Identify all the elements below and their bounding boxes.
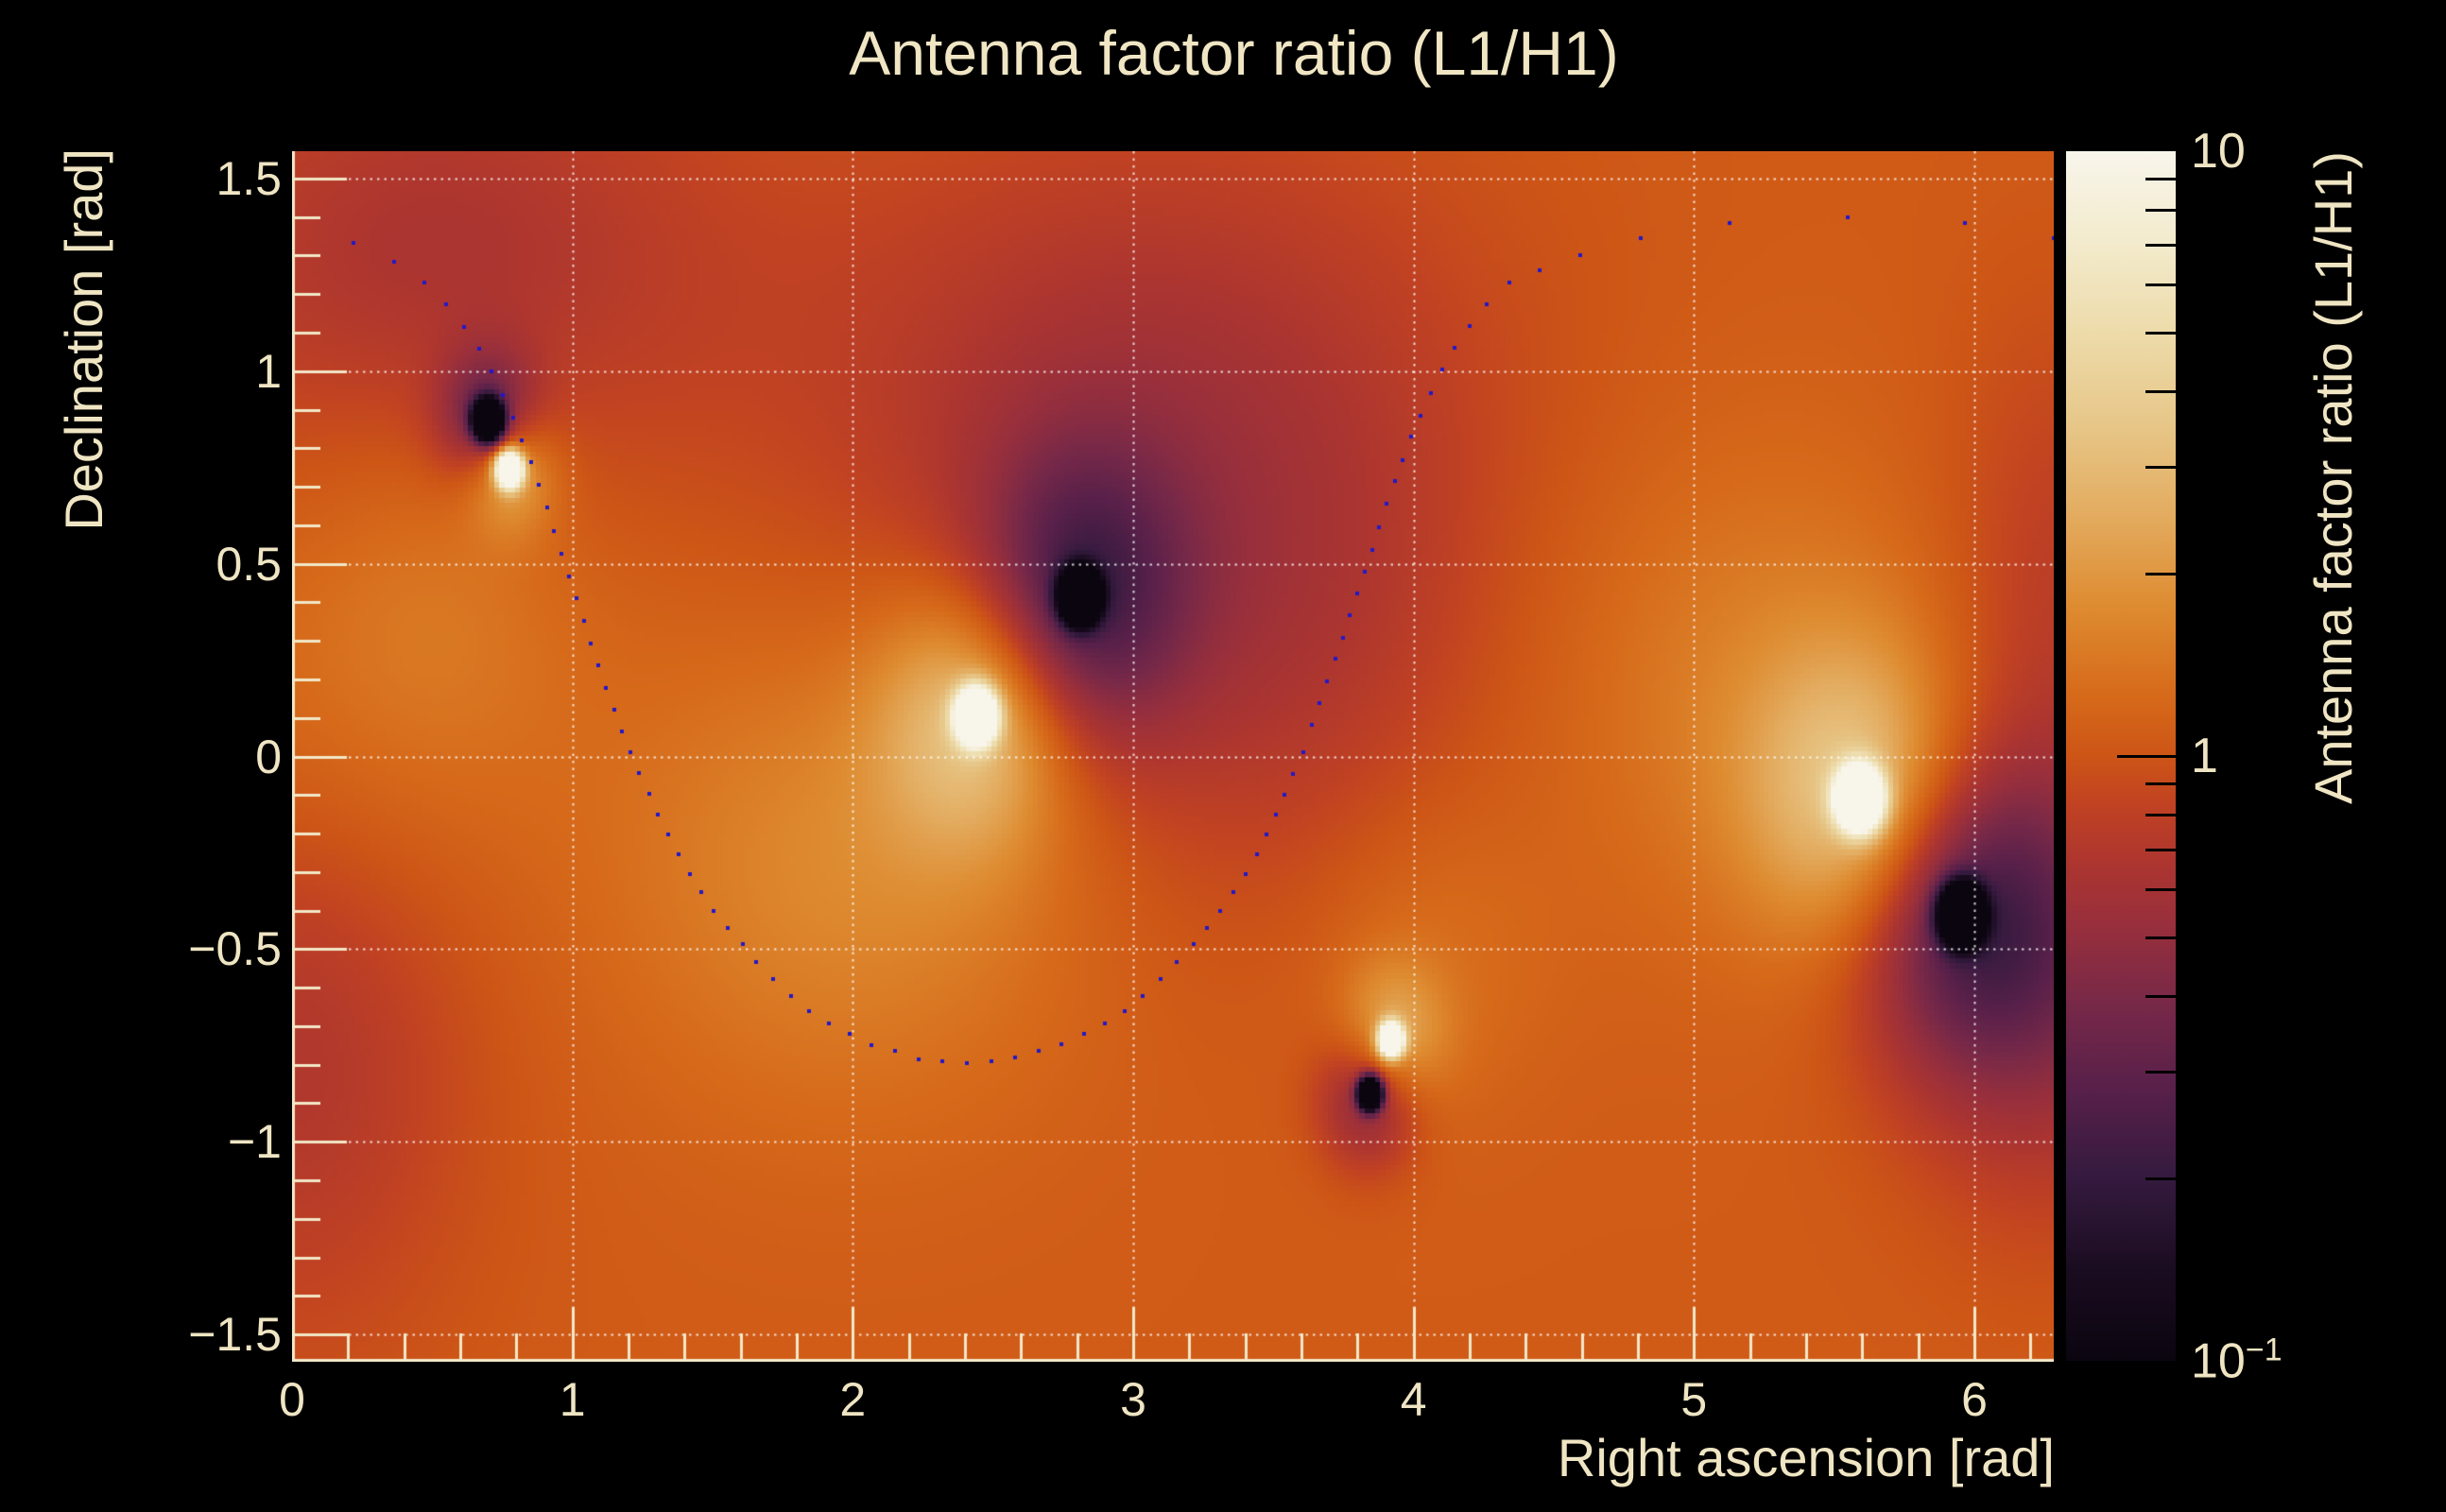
- colorbar-tick: [2145, 813, 2176, 816]
- x-tick-label: 6: [1961, 1373, 1988, 1426]
- colorbar-tick: [2145, 332, 2176, 335]
- x-tick-label: 5: [1680, 1373, 1708, 1426]
- y-tick-label: −1: [227, 1115, 282, 1169]
- y-tick-label: 0: [255, 730, 282, 783]
- x-axis-title: Right ascension [rad]: [1557, 1428, 2055, 1487]
- colorbar-tick-label: 10: [2191, 124, 2246, 179]
- colorbar-tick: [2145, 466, 2176, 470]
- colorbar-tick: [2117, 754, 2176, 758]
- chart-title: Antenna factor ratio (L1/H1): [849, 18, 1619, 88]
- colorbar-tick: [2145, 888, 2176, 892]
- colorbar-tick: [2145, 936, 2176, 940]
- colorbar-tick: [2145, 177, 2176, 180]
- colorbar: [2066, 151, 2176, 1361]
- x-tick-label: 1: [559, 1373, 586, 1426]
- y-tick-label: 1: [255, 344, 282, 398]
- colorbar-title: Antenna factor ratio (L1/H1): [2303, 151, 2363, 805]
- x-tick-label: 3: [1120, 1373, 1146, 1426]
- y-tick-label: 0.5: [215, 537, 282, 591]
- plot-area: [292, 151, 2054, 1362]
- y-axis-title: Declination [rad]: [54, 148, 113, 531]
- colorbar-tick: [2145, 848, 2176, 851]
- x-tick-label: 0: [279, 1373, 305, 1426]
- colorbar-tick-label: 10−1: [2191, 1332, 2282, 1389]
- x-tick-label: 4: [1400, 1373, 1427, 1426]
- colorbar-tick: [2145, 390, 2176, 394]
- colorbar-tick: [2145, 284, 2176, 287]
- colorbar-tick: [2145, 1177, 2176, 1180]
- colorbar-tick: [2145, 1071, 2176, 1074]
- y-tick-label: −0.5: [188, 922, 282, 976]
- colorbar-tick: [2145, 208, 2176, 212]
- colorbar-tick: [2145, 782, 2176, 785]
- y-tick-label: −1.5: [188, 1308, 282, 1362]
- colorbar-tick: [2145, 995, 2176, 999]
- colorbar-tick: [2145, 572, 2176, 576]
- colorbar-tick-label: 1: [2191, 729, 2218, 783]
- x-tick-label: 2: [839, 1373, 867, 1426]
- colorbar-tick: [2145, 243, 2176, 247]
- heatmap-canvas: [292, 151, 2054, 1362]
- y-tick-label: 1.5: [215, 151, 282, 205]
